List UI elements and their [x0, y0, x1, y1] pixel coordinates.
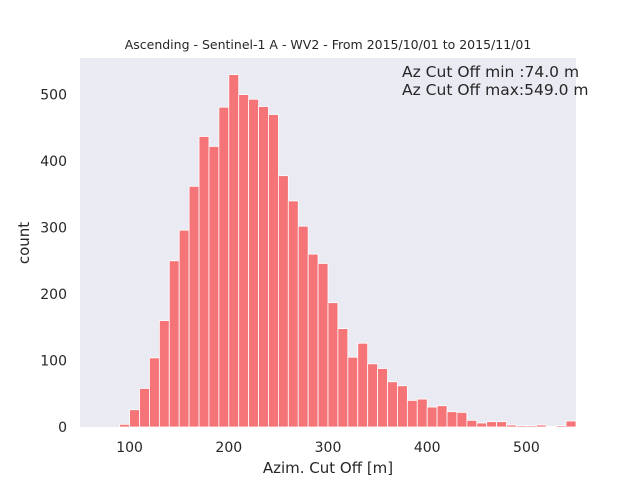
histogram-bar	[377, 368, 388, 428]
histogram-bar	[357, 342, 369, 428]
x-tick-label: 200	[215, 440, 242, 456]
x-axis-label: Azim. Cut Off [m]	[263, 459, 393, 477]
histogram-bar	[476, 422, 488, 428]
histogram-bar	[258, 106, 269, 428]
histogram-bar	[406, 400, 418, 428]
x-tick-label: 100	[116, 440, 143, 456]
histogram-bar	[555, 425, 567, 428]
x-axis-ticks: 100 200 300 400 500	[116, 440, 540, 456]
histogram-bar	[248, 98, 259, 428]
histogram-bar	[367, 363, 378, 428]
histogram-bar	[516, 425, 527, 428]
y-tick-label: 500	[40, 88, 67, 104]
y-tick-label: 200	[40, 287, 67, 303]
histogram-bar	[119, 423, 131, 428]
histogram-bar	[337, 328, 349, 428]
histogram-bar	[456, 411, 468, 428]
histogram-bar	[268, 114, 279, 428]
y-tick-label: 300	[40, 221, 67, 237]
histogram-bar	[506, 424, 517, 428]
histogram-bar	[397, 385, 408, 428]
histogram-bar	[238, 94, 250, 428]
y-axis-ticks: 0 100 200 300 400 500	[40, 88, 67, 436]
x-tick-label: 400	[414, 440, 441, 456]
histogram-bar	[228, 74, 240, 428]
y-tick-label: 100	[40, 354, 67, 370]
histogram-bar	[426, 406, 438, 428]
histogram-bar	[208, 146, 220, 428]
annotation-max: Az Cut Off max:549.0 m	[402, 81, 589, 99]
histogram-bar	[129, 409, 140, 428]
histogram-bar	[446, 411, 458, 428]
bars-group	[119, 74, 577, 428]
histogram-bar	[307, 253, 319, 428]
histogram-bar	[535, 424, 547, 428]
histogram-bar	[198, 136, 210, 428]
y-tick-label: 0	[58, 420, 67, 436]
y-tick-label: 400	[40, 154, 67, 170]
histogram-bar	[526, 425, 537, 428]
histogram-bar	[436, 405, 448, 428]
x-tick-label: 500	[513, 440, 540, 456]
annotation-min: Az Cut Off min :74.0 m	[402, 63, 579, 81]
chart-title: Ascending - Sentinel-1 A - WV2 - From 20…	[125, 37, 532, 52]
histogram-bar	[277, 175, 289, 428]
histogram-bar	[139, 388, 150, 428]
x-tick-label: 300	[315, 440, 342, 456]
histogram-bar	[297, 225, 309, 428]
histogram-bar	[287, 200, 299, 428]
histogram-bar	[387, 381, 398, 428]
histogram-bar	[218, 106, 230, 428]
y-axis-label: count	[15, 222, 33, 264]
histogram-bar	[149, 357, 160, 428]
histogram-bar	[188, 185, 200, 428]
histogram-bar	[416, 398, 428, 428]
histogram-bar	[178, 229, 190, 428]
histogram-bar	[327, 302, 339, 428]
histogram-bar	[496, 421, 507, 428]
histogram-bar	[158, 320, 170, 428]
histogram-bar	[545, 425, 557, 428]
histogram-bar	[466, 419, 478, 428]
histogram-bar	[565, 420, 577, 428]
histogram-bar	[168, 260, 180, 428]
histogram-bar	[486, 421, 498, 428]
histogram-bar	[347, 356, 359, 428]
histogram-bar	[317, 263, 329, 428]
